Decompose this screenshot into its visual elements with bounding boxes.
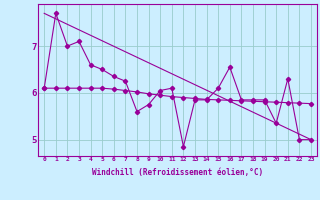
X-axis label: Windchill (Refroidissement éolien,°C): Windchill (Refroidissement éolien,°C)	[92, 168, 263, 177]
